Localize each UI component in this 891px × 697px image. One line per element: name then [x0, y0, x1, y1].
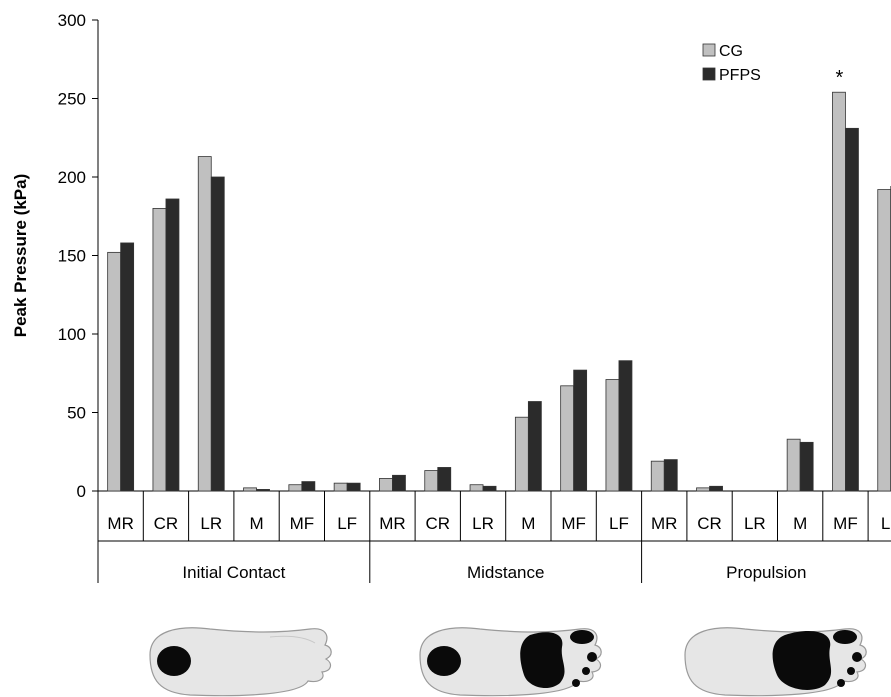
- bar-pfps-initial-contact-lr: [210, 176, 225, 492]
- bar-pfps-midstance-mf: [573, 369, 588, 492]
- bar-pfps-initial-contact-cr: [165, 198, 180, 492]
- bars-layer: [107, 91, 891, 492]
- phase-label: Propulsion: [726, 563, 806, 582]
- bar-pfps-midstance-lf: [618, 360, 633, 492]
- significance-annotation: *: [836, 67, 844, 89]
- foot-initial-contact-icon: [149, 627, 332, 697]
- y-tick-label: 100: [58, 325, 86, 344]
- category-label: CR: [154, 514, 179, 533]
- legend-swatch-pfps: [702, 67, 716, 81]
- legend-label-pfps: PFPS: [719, 67, 761, 84]
- bar-cg-midstance-lr: [469, 484, 484, 492]
- bar-pfps-initial-contact-m: [256, 489, 270, 492]
- bar-cg-propulsion-mf: [832, 91, 846, 492]
- bar-pfps-propulsion-m: [799, 441, 814, 492]
- legend-swatch-cg: [702, 43, 716, 57]
- legend: CG PFPS: [702, 43, 761, 84]
- category-label: MF: [290, 514, 315, 533]
- labels-layer: 0 50 100 150 200 250 300 Peak Pressure (kPa) MR C…: [11, 11, 891, 582]
- category-label: LR: [200, 514, 222, 533]
- y-tick-label: 0: [77, 482, 86, 501]
- category-label: CR: [697, 514, 722, 533]
- bar-pfps-midstance-m: [527, 401, 542, 492]
- category-label: MF: [561, 514, 586, 533]
- bar-cg-initial-contact-m: [243, 487, 257, 492]
- bar-cg-midstance-mf: [560, 385, 575, 492]
- category-label: M: [521, 514, 535, 533]
- category-label: MR: [107, 514, 133, 533]
- bar-pfps-initial-contact-mf: [301, 481, 316, 492]
- bar-pfps-midstance-lr: [482, 485, 497, 492]
- bar-pfps-propulsion-mr: [663, 459, 678, 492]
- bar-cg-initial-contact-lr: [197, 156, 212, 492]
- bar-cg-propulsion-mr: [650, 460, 665, 492]
- bar-cg-midstance-m: [514, 416, 529, 492]
- category-label: CR: [425, 514, 450, 533]
- legend-label-cg: CG: [719, 43, 743, 60]
- phase-label: Initial Contact: [182, 563, 285, 582]
- category-label: LF: [337, 514, 357, 533]
- category-label: LF: [609, 514, 629, 533]
- bar-pfps-midstance-cr: [437, 467, 452, 492]
- bar-pfps-initial-contact-lf: [346, 482, 361, 492]
- y-tick-label: 300: [58, 11, 86, 30]
- y-axis-title: Peak Pressure (kPa): [11, 174, 30, 338]
- category-label: MR: [651, 514, 677, 533]
- bar-cg-initial-contact-mr: [107, 251, 122, 492]
- bar-pfps-initial-contact-mr: [120, 242, 135, 492]
- y-tick-label: 200: [58, 168, 86, 187]
- category-label: LR: [744, 514, 766, 533]
- bar-pfps-propulsion-mf: [845, 127, 859, 492]
- category-label: LR: [472, 514, 494, 533]
- bar-cg-propulsion-cr: [696, 487, 710, 492]
- bar-cg-midstance-lf: [605, 379, 620, 492]
- bar-pfps-midstance-mr: [392, 474, 406, 492]
- bar-cg-initial-contact-cr: [152, 207, 167, 492]
- bar-cg-initial-contact-lf: [333, 482, 348, 492]
- bar-cg-propulsion-m: [786, 438, 801, 492]
- bar-cg-midstance-cr: [424, 470, 439, 492]
- bar-cg-propulsion-lf: [877, 189, 891, 492]
- phase-label: Midstance: [467, 563, 544, 582]
- category-label: M: [793, 514, 807, 533]
- bar-cg-midstance-mr: [379, 478, 393, 492]
- category-label: M: [249, 514, 263, 533]
- bar-pfps-propulsion-cr: [709, 485, 723, 492]
- category-label: MR: [379, 514, 405, 533]
- y-tick-label: 50: [67, 404, 86, 423]
- category-label: LF: [881, 514, 891, 533]
- y-tick-label: 250: [58, 90, 86, 109]
- foot-midstance-icon: [419, 627, 602, 697]
- y-tick-label: 150: [58, 247, 86, 266]
- foot-propulsion-icon: [684, 627, 867, 697]
- category-label: MF: [833, 514, 858, 533]
- bar-cg-initial-contact-mf: [288, 484, 303, 492]
